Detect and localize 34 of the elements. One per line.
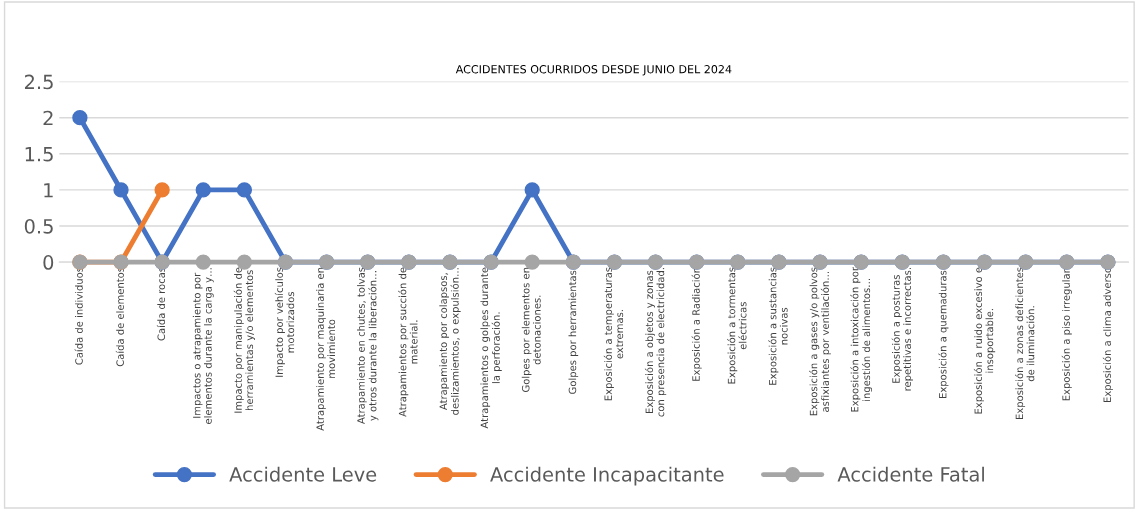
x-tick-label: Impacto por manipulación de herramientas y/o elementos	[233, 267, 256, 413]
x-tick-label: Exposición a quemaduras.	[938, 268, 949, 398]
legend-label: Accidente Incapacitante	[490, 466, 724, 486]
x-tick-label: Exposición a intoxicación por ingestión de alimentos…	[850, 267, 873, 412]
x-tick-label: Exposición a piso irregular.	[1061, 268, 1072, 401]
x-tick-label: Caída de elementos	[115, 267, 124, 367]
y-tick-label: 2.5	[24, 74, 53, 90]
x-tick-label: Impactos o atrapamiento por elementos durante la carga y…	[192, 268, 214, 424]
x-tick-label: Impacto por vehículos motorizados	[274, 267, 295, 377]
x-tick-label: Exposición a posturas repetitivas e incorrectas.	[891, 268, 913, 391]
x-tick-label: Exposición a objetos y zonas con presencia de electricidad.	[644, 268, 667, 417]
x-tick-label: Atrapamiento en chutes, tolvas y otros durante la liberación…	[357, 267, 379, 425]
x-tick-label: Golpes por elementos en detonaciones.	[521, 267, 541, 392]
legend-label: Accidente Leve	[229, 466, 377, 482]
y-tick-label: 1	[44, 183, 53, 198]
y-tick-label: 1.5	[25, 147, 53, 162]
x-tick-label: Atrapamiento por colapsos, deslizamientos, o expulsión…	[439, 268, 461, 415]
x-tick-label: Exposición a clima adverso	[1102, 267, 1113, 403]
x-tick-label: Atrapamiento por maquinaria en movimiento	[316, 267, 336, 431]
x-tick-label: Exposición a gases y/o polvos asfixiantes por ventilación…	[809, 267, 831, 416]
x-tick-label: Exposición a tormentas eléctricas	[727, 267, 747, 384]
x-tick-label: Atrapamientos por succión de material.	[398, 267, 418, 417]
x-tick-label: Exposición a sustancias nocivas	[768, 267, 788, 385]
x-tick-label: Exposición a temperaturas extremas.	[603, 267, 624, 401]
x-tick-label: Exposición a zonas deficientes de iluminación.	[1015, 267, 1035, 419]
x-tick-label: Atrapamientos o golpes durante la perforación.	[480, 267, 502, 429]
chart-title: ACCIDENTES OCURRIDOS DESDE JUNIO DEL 2024	[455, 65, 732, 76]
x-tick-label: Caída de individuos	[74, 267, 83, 365]
legend-label: Accidente Fatal	[837, 466, 984, 482]
y-tick-label: 0	[43, 255, 54, 270]
x-tick-label: Exposición a Radiación	[691, 267, 702, 381]
x-tick-label: Golpes por herramientas.	[568, 268, 579, 394]
y-tick-label: 2	[43, 110, 53, 126]
y-tick-label: 0.5	[24, 218, 53, 234]
